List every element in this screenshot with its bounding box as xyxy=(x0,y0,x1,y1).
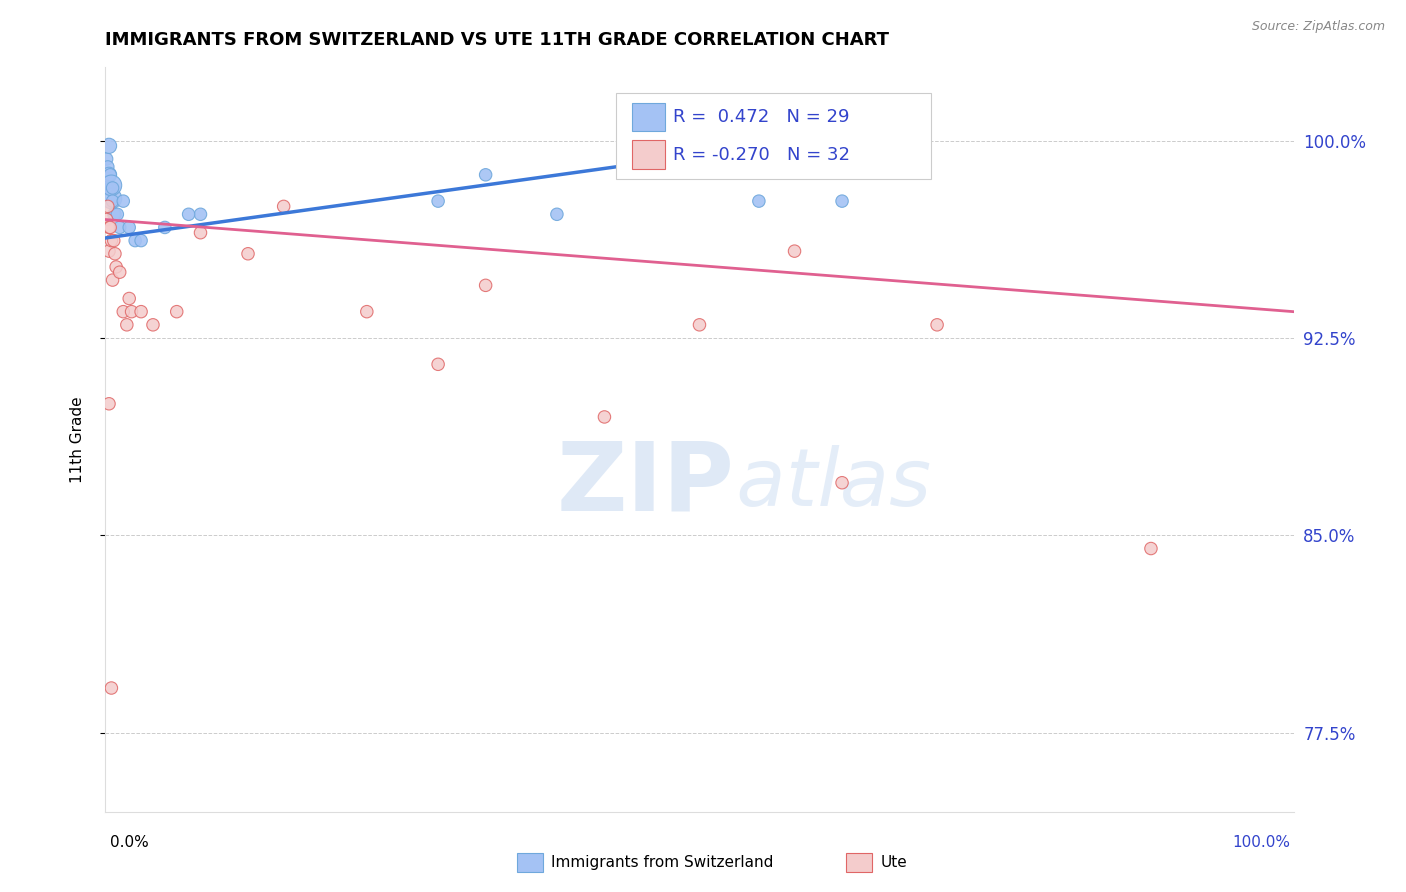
Point xyxy=(100,192,122,206)
Point xyxy=(98,220,121,235)
Point xyxy=(98,220,121,235)
Point xyxy=(142,318,165,332)
Point xyxy=(427,194,450,208)
Text: IMMIGRANTS FROM SWITZERLAND VS UTE 11TH GRADE CORRELATION CHART: IMMIGRANTS FROM SWITZERLAND VS UTE 11TH … xyxy=(105,31,890,49)
Point xyxy=(273,199,295,213)
Bar xyxy=(631,103,665,131)
Point xyxy=(190,226,212,240)
Text: R = -0.270   N = 32: R = -0.270 N = 32 xyxy=(673,145,851,163)
Point xyxy=(101,181,124,195)
Point xyxy=(689,318,711,332)
Point xyxy=(103,207,125,221)
Text: 100.0%: 100.0% xyxy=(1233,836,1291,850)
Point xyxy=(96,152,118,166)
Point xyxy=(129,304,152,318)
Point xyxy=(100,681,122,695)
Point xyxy=(112,194,135,208)
Point xyxy=(177,207,200,221)
Point xyxy=(97,181,120,195)
Point xyxy=(748,194,770,208)
Point xyxy=(546,207,568,221)
Point xyxy=(98,397,121,411)
Text: R =  0.472   N = 29: R = 0.472 N = 29 xyxy=(673,108,849,126)
Point xyxy=(98,181,121,195)
Point xyxy=(96,212,118,227)
Point xyxy=(236,246,259,260)
FancyBboxPatch shape xyxy=(616,93,931,178)
Text: Source: ZipAtlas.com: Source: ZipAtlas.com xyxy=(1251,20,1385,33)
Point xyxy=(129,234,152,248)
Point xyxy=(356,304,378,318)
Point xyxy=(104,207,127,221)
Point xyxy=(98,181,121,195)
Point xyxy=(108,265,131,279)
Point xyxy=(98,139,121,153)
Point xyxy=(124,234,146,248)
Text: atlas: atlas xyxy=(557,445,931,523)
Point xyxy=(153,220,176,235)
Point xyxy=(105,207,128,221)
Point xyxy=(98,168,121,182)
Point xyxy=(190,207,212,221)
Point xyxy=(121,304,143,318)
Point xyxy=(118,292,141,306)
Point xyxy=(831,194,853,208)
Point xyxy=(103,234,125,248)
Point xyxy=(108,220,131,235)
Point xyxy=(105,260,128,274)
Text: 0.0%: 0.0% xyxy=(110,836,149,850)
Point xyxy=(831,475,853,490)
Point xyxy=(1140,541,1163,556)
Point xyxy=(112,304,135,318)
Point xyxy=(96,181,118,195)
Point xyxy=(474,278,496,293)
Point xyxy=(166,304,188,318)
Point xyxy=(101,273,124,287)
Point xyxy=(783,244,806,259)
Point xyxy=(98,168,121,182)
Point xyxy=(474,168,496,182)
Point xyxy=(593,409,616,424)
Text: Immigrants from Switzerland: Immigrants from Switzerland xyxy=(551,855,773,870)
Point xyxy=(115,318,138,332)
Point xyxy=(101,194,124,208)
Text: Ute: Ute xyxy=(880,855,907,870)
Bar xyxy=(631,140,665,169)
Y-axis label: 11th Grade: 11th Grade xyxy=(70,396,84,483)
Point xyxy=(98,244,121,259)
Point xyxy=(104,246,127,260)
Point xyxy=(100,234,122,248)
Point xyxy=(97,199,120,213)
Point xyxy=(118,220,141,235)
Point xyxy=(427,357,450,371)
Text: ZIP: ZIP xyxy=(557,437,735,531)
Point xyxy=(100,178,122,193)
Point xyxy=(925,318,948,332)
Point xyxy=(97,160,120,174)
